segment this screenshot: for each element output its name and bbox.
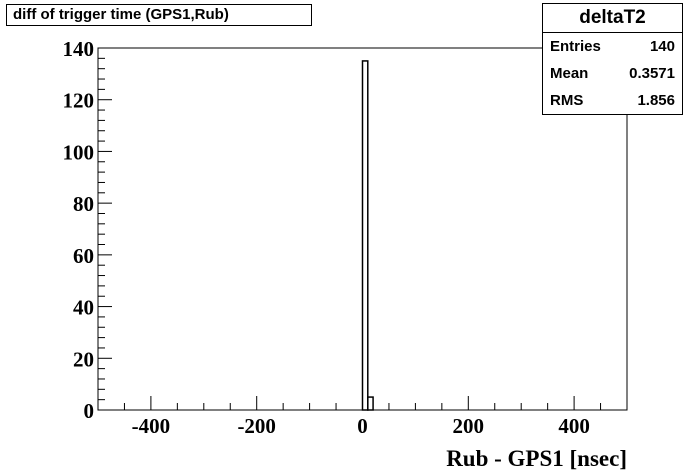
stats-entries-value: 140 [649, 38, 675, 55]
y-tick-label: 20 [73, 347, 94, 371]
x-tick-label: -200 [237, 414, 276, 438]
x-tick-label: 400 [558, 414, 590, 438]
y-tick-label: 100 [63, 140, 95, 164]
stats-histogram-name: deltaT2 [543, 4, 682, 33]
x-tick-label: -400 [132, 414, 171, 438]
stats-rms-value: 1.856 [637, 92, 675, 109]
x-tick-label: 200 [453, 414, 485, 438]
stats-rms-label: RMS [550, 92, 584, 109]
stats-row-entries: Entries 140 [543, 33, 682, 60]
histogram-bin [367, 396, 374, 411]
y-tick-label: 120 [63, 89, 95, 113]
y-tick-label: 40 [73, 296, 94, 320]
y-tick-label: 60 [73, 244, 94, 268]
y-tick-label: 80 [73, 192, 94, 216]
stats-row-rms: RMS 1.856 [543, 87, 682, 114]
y-axis: 0 20 40 60 80 100 120 140 [63, 37, 112, 423]
x-axis-title: Rub - GPS1 [nsec] [446, 446, 627, 471]
chart-title: diff of trigger time (GPS1,Rub) [6, 4, 312, 26]
x-axis: -400 -200 0 200 400 [97, 396, 628, 438]
histogram-bins [361, 60, 374, 411]
stats-row-mean: Mean 0.3571 [543, 60, 682, 87]
histogram-bin [361, 60, 369, 411]
stats-mean-label: Mean [550, 65, 589, 82]
stats-entries-label: Entries [550, 38, 601, 55]
x-tick-label: 0 [357, 414, 368, 438]
stats-mean-value: 0.3571 [629, 65, 675, 82]
stats-box: deltaT2 Entries 140 Mean 0.3571 RMS 1.85… [542, 3, 683, 115]
y-tick-label: 0 [84, 399, 95, 423]
y-tick-label: 140 [63, 37, 95, 61]
